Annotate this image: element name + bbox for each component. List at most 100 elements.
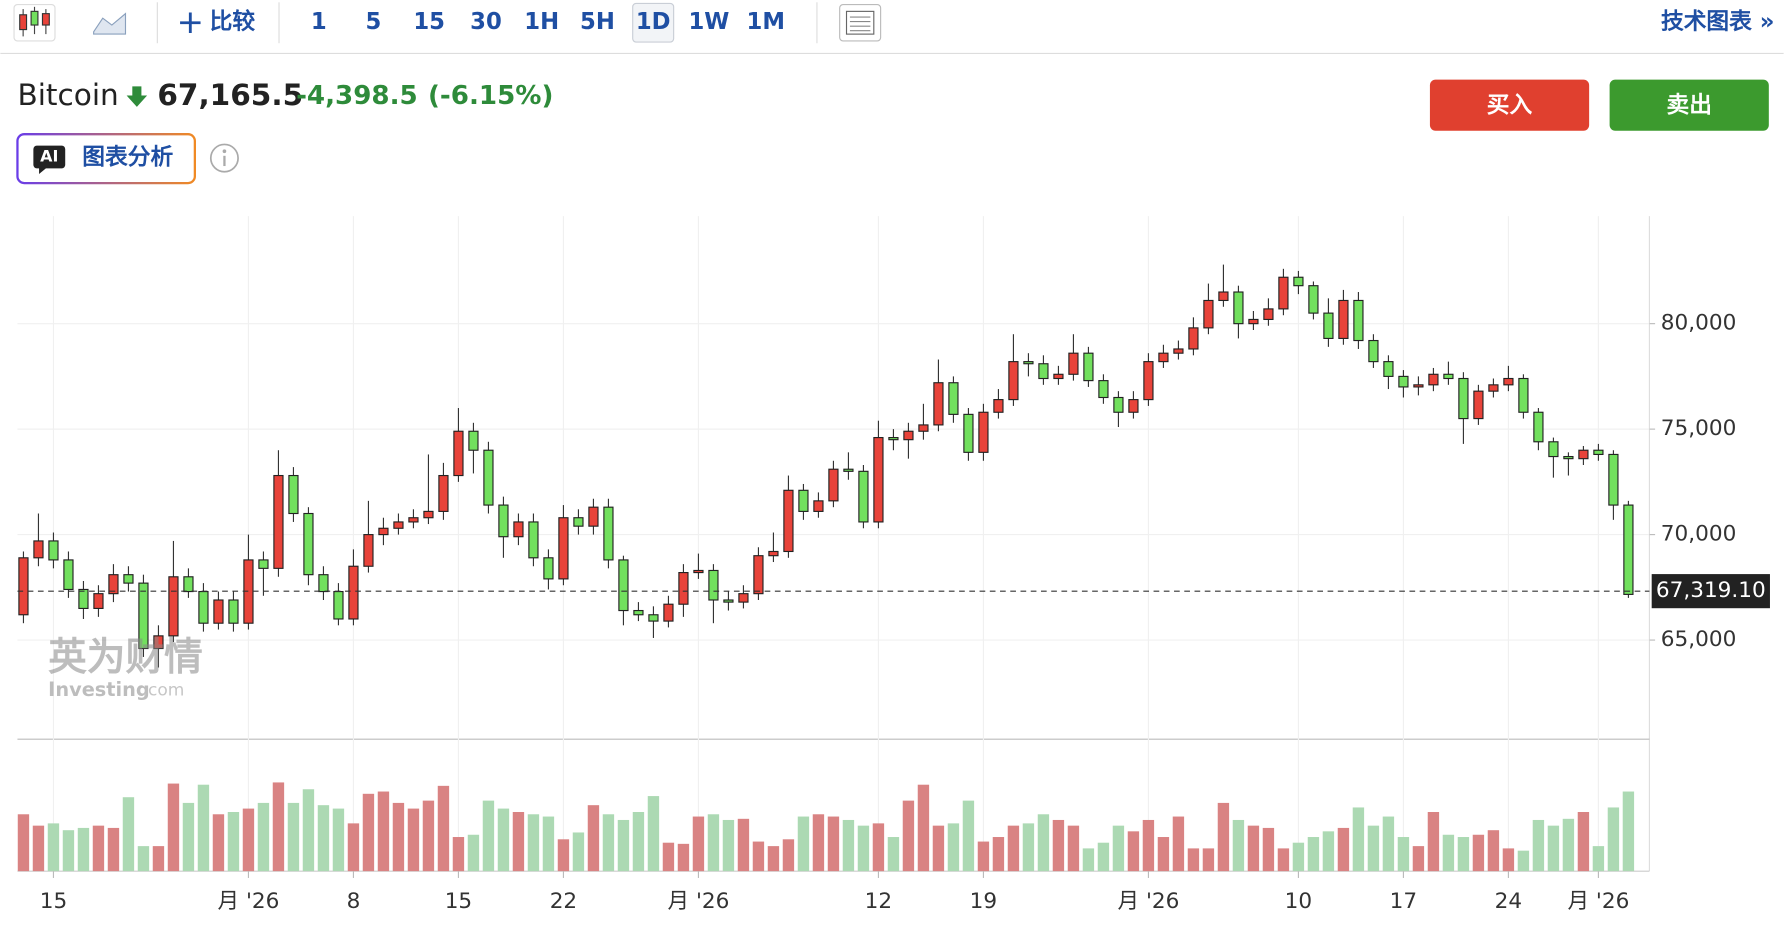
interval-button[interactable]: 1D [636,9,671,35]
candle-body [78,588,89,610]
candle-body [948,382,959,415]
ai-button[interactable]: AI 图表分析 [16,133,196,185]
compare-button[interactable]: 比较 [180,8,255,35]
x-tick-label: 24 [1495,889,1522,914]
candle-body [618,559,629,612]
candle-body [1083,352,1094,382]
candle-body [903,430,914,441]
volume-bar [1337,827,1350,872]
volume-bar [707,814,720,872]
volume-bar [437,785,450,872]
y-tick-label: 75,000 [1661,416,1737,441]
volume-bar [767,846,780,872]
watermark-domain: .com [143,680,185,700]
y-tick-label: 70,000 [1661,522,1737,547]
interval-button[interactable]: 15 [413,9,445,35]
interval-button[interactable]: 5H [580,9,615,35]
candle-body [1563,455,1574,460]
volume-bar [752,841,765,872]
volume-bar [452,837,465,872]
candle-body [1533,411,1544,443]
volume-bar [1367,825,1380,872]
volume-bar [1442,834,1455,872]
candle-body [1503,377,1514,386]
volume-bar [47,823,60,872]
candle-body [648,614,659,622]
candle-body [558,517,569,580]
area-type-button[interactable] [93,12,127,35]
sell-button[interactable]: 卖出 [1609,79,1769,131]
volume-bar [737,818,750,872]
info-icon[interactable] [209,143,239,173]
candle-body [543,557,554,580]
interval-group: 1 5 15 30 1H 5H 1D 1W 1M [311,2,785,43]
volume-bar [932,825,945,872]
candle-body [1023,361,1034,365]
volume-bar [1262,827,1275,872]
candle-type-button[interactable] [13,3,56,42]
interval-button[interactable]: 30 [470,9,502,35]
candle-body [1383,361,1394,377]
x-tick-label: 15 [40,889,67,914]
candle-body [423,510,434,519]
volume-bar [1487,830,1500,872]
volume-bar [692,816,705,872]
candle-body [978,411,989,453]
candle-body [768,550,779,557]
volume-bar [152,846,165,872]
candle-body [1008,361,1019,401]
ai-label: 图表分析 [82,145,173,171]
volume-bar [137,846,150,872]
candle-body [138,582,149,650]
volume-bar [392,802,405,872]
buy-label: 买入 [1487,92,1533,118]
volume-bar [467,834,480,872]
candle-body [378,527,389,536]
volume-bar [1397,837,1410,872]
compare-label: 比较 [210,8,256,35]
volume-bar [482,800,495,872]
candle-body [1218,291,1229,302]
interval-button[interactable]: 1M [747,9,785,35]
volume-bar [812,814,825,872]
candle-body [468,430,479,451]
candle-body [1458,377,1469,420]
x-tick-label: 月 '26 [1567,889,1629,914]
candle-body [1623,504,1634,595]
volume-bar [1502,848,1515,872]
volume-bar [542,816,555,872]
header: Bitcoin 67,165.5 -4,398.5 (-6.15%) AI 图表… [16,78,1769,185]
volume-bar [1472,834,1485,872]
candle-body [198,590,209,624]
x-tick-label: 15 [445,889,472,914]
volume-bar [842,819,855,872]
candle-body [843,468,854,472]
candle-body [918,424,929,432]
candle-body [318,574,329,593]
volume-bar [587,805,600,872]
volume-bar [632,812,645,872]
layout-button[interactable] [839,3,882,42]
volume-bar [887,837,900,872]
interval-button[interactable]: 1H [524,9,559,35]
interval-button[interactable]: 1W [688,9,729,35]
interval-button[interactable]: 1 [311,9,327,35]
watermark: 英为财情 Investing .com [48,635,203,701]
candle-body [1278,276,1289,310]
interval-button[interactable]: 5 [365,9,381,35]
volume-bar [272,782,285,872]
candle-body [1398,375,1409,388]
buy-button[interactable]: 买入 [1429,79,1590,131]
candle-body [168,576,179,637]
candle-body [18,557,29,616]
volume-bar [677,843,690,872]
y-tick-label: 65,000 [1661,627,1737,652]
candle-body [993,399,1004,413]
tech-chart-link[interactable]: 技术图表 » [1661,9,1775,35]
candle-body [48,540,59,561]
x-tick-label: 17 [1390,889,1417,914]
volume-bar [242,808,255,872]
symbol: Bitcoin [17,78,118,112]
candle-body [783,489,794,553]
